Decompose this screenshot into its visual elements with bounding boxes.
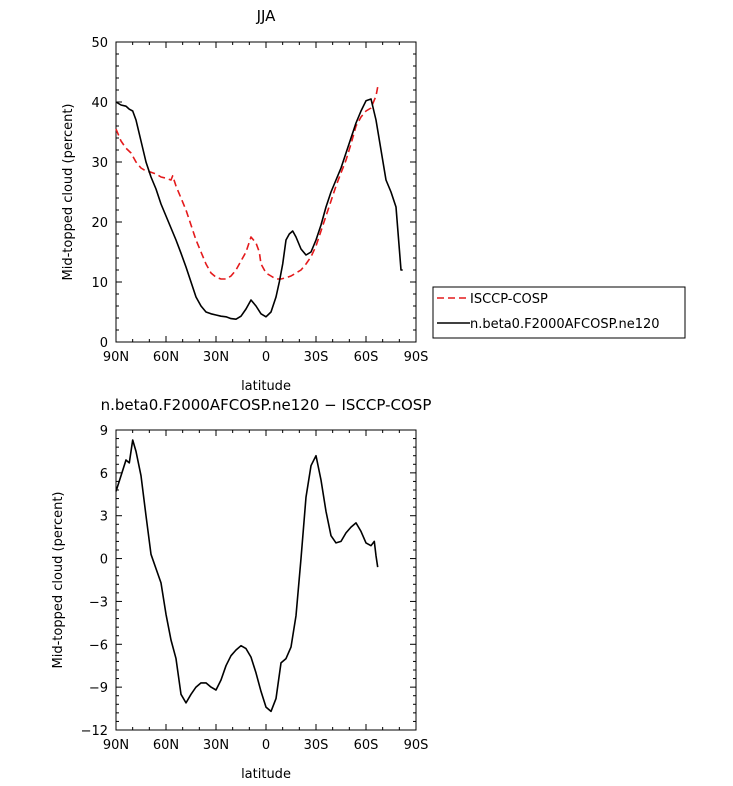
bottom-chart: n.beta0.F2000AFCOSP.ne120 − ISCCP-COSP 9… [51, 396, 431, 782]
x-tick-label: 60S [354, 738, 379, 753]
top-chart-lines [115, 86, 403, 321]
bottom-chart-ticks: 90N 60N 30N 0 30S 60S 90S −12 −9 −6 −3 0 3 6 9 [81, 424, 429, 753]
y-tick-label: 3 [100, 510, 108, 525]
y-tick-label: −3 [89, 595, 108, 610]
top-chart-x-axis-title: latitude [241, 379, 291, 394]
y-tick-label: −12 [81, 724, 108, 739]
legend-entry-isccp-cosp: ISCCP-COSP [470, 292, 548, 307]
y-tick-label: 6 [100, 467, 108, 482]
top-chart-legend: ISCCP-COSP n.beta0.F2000AFCOSP.ne120 [432, 286, 686, 339]
x-tick-label: 90S [404, 350, 429, 365]
series-line-difference [115, 439, 379, 713]
x-tick-label: 0 [262, 738, 270, 753]
x-tick-label: 30S [304, 738, 329, 753]
x-tick-label: 90N [103, 738, 129, 753]
top-chart-ticks: 90N 60N 30N 0 30S 60S 90S 0 10 20 30 40 50 [91, 36, 428, 365]
y-tick-label: 10 [91, 276, 108, 291]
legend-entry-model: n.beta0.F2000AFCOSP.ne120 [470, 317, 660, 332]
x-tick-label: 30N [203, 350, 229, 365]
x-tick-label: 30S [304, 350, 329, 365]
series-line-isccp-cosp [115, 86, 379, 280]
legend-box [432, 286, 686, 339]
x-tick-label: 60N [153, 350, 179, 365]
top-chart-y-axis-title: Mid-topped cloud (percent) [61, 104, 76, 281]
bottom-chart-y-axis-title: Mid-topped cloud (percent) [51, 492, 66, 669]
x-tick-label: 90N [103, 350, 129, 365]
x-tick-label: 60S [354, 350, 379, 365]
series-line-model [115, 98, 403, 321]
y-tick-label: 0 [100, 553, 108, 568]
y-tick-label: 9 [100, 424, 108, 439]
y-tick-label: −6 [89, 638, 108, 653]
y-tick-label: 40 [91, 96, 108, 111]
bottom-chart-title: n.beta0.F2000AFCOSP.ne120 − ISCCP-COSP [101, 396, 432, 414]
top-chart: JJA 90N 60N 30N 0 30S 60S 90S 0 10 20 30 40 50 latit… [61, 7, 686, 394]
y-tick-label: −9 [89, 681, 108, 696]
top-chart-title: JJA [256, 7, 277, 25]
bottom-chart-plot-frame [115, 429, 417, 731]
y-tick-label: 0 [100, 336, 108, 351]
bottom-chart-lines [115, 439, 379, 713]
x-tick-label: 0 [262, 350, 270, 365]
y-tick-label: 20 [91, 216, 108, 231]
y-tick-label: 30 [91, 156, 108, 171]
x-tick-label: 30N [203, 738, 229, 753]
x-tick-label: 60N [153, 738, 179, 753]
top-chart-plot-frame [115, 41, 417, 343]
bottom-chart-x-axis-title: latitude [241, 767, 291, 782]
y-tick-label: 50 [91, 36, 108, 51]
x-tick-label: 90S [404, 738, 429, 753]
